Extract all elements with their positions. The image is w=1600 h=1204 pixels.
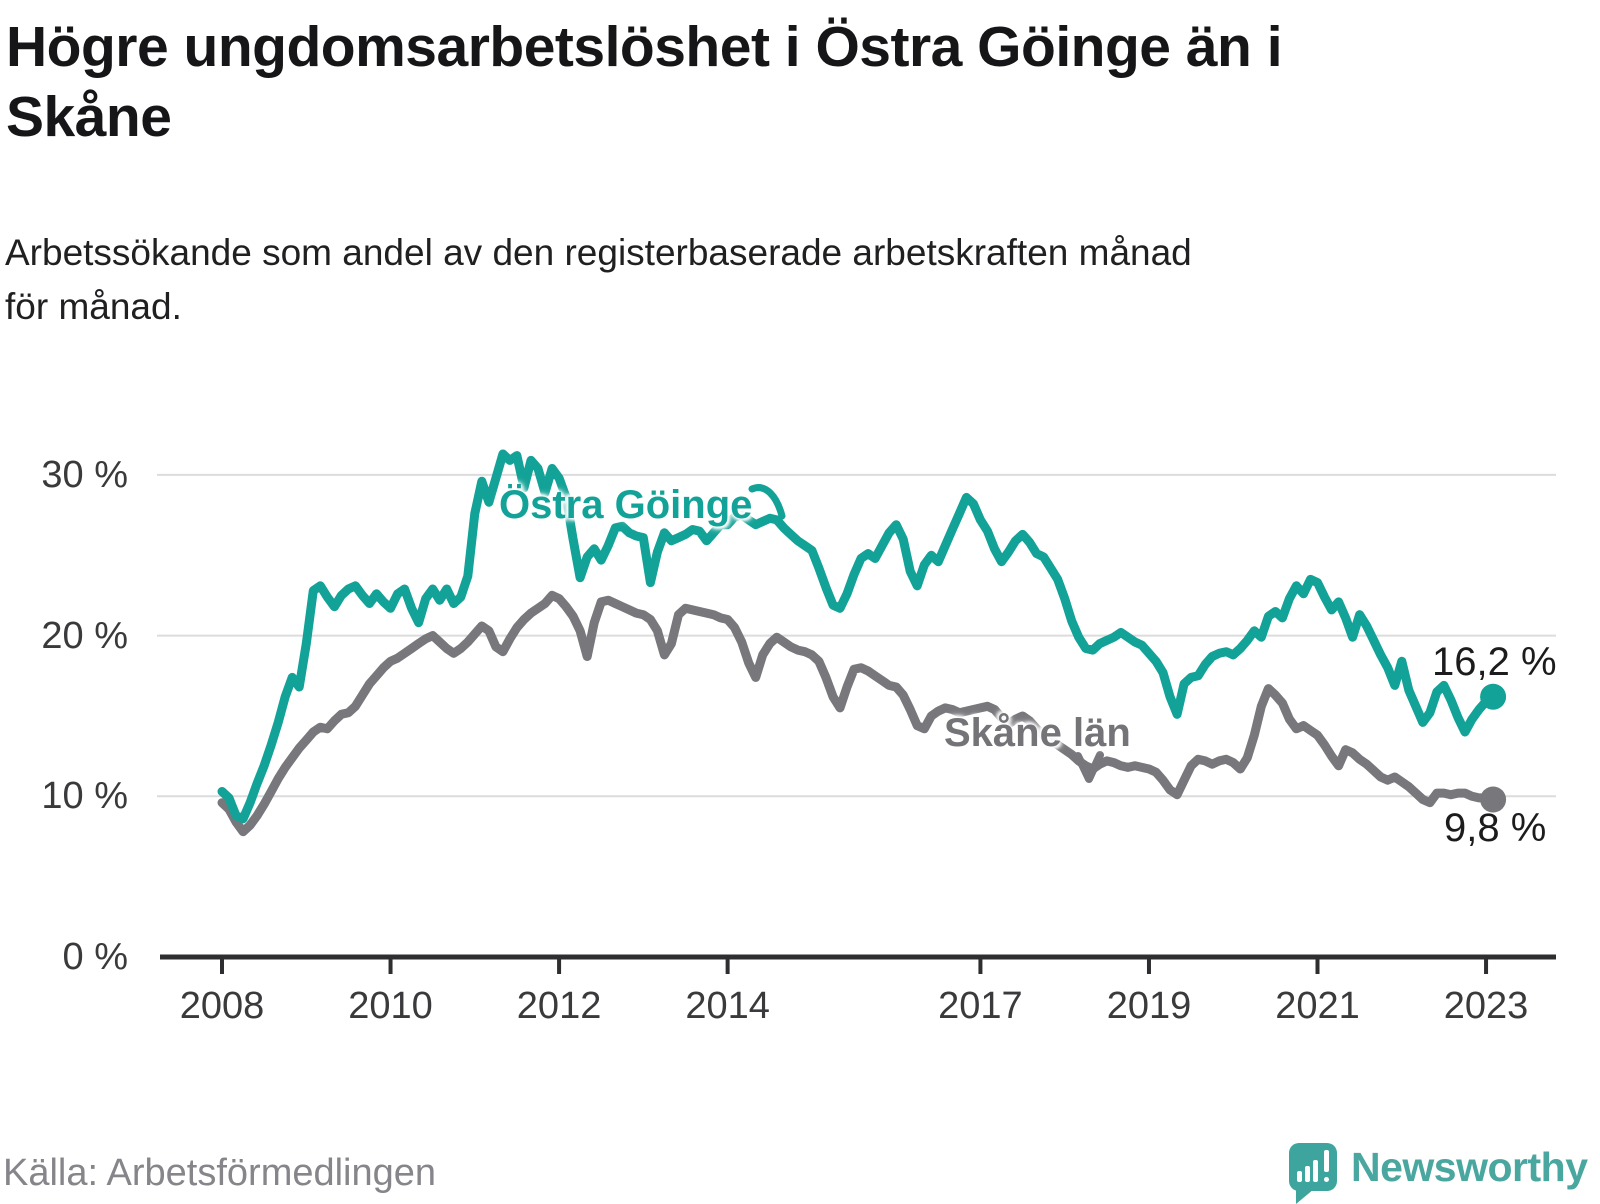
logo-speech-tail [1296, 1189, 1314, 1204]
x-axis-label: 2023 [1443, 985, 1529, 1027]
x-axis-label: 2019 [1106, 985, 1192, 1027]
x-axis-label: 2017 [938, 985, 1023, 1027]
newsworthy-wordmark: Newsworthy [1351, 1143, 1588, 1190]
logo-bar-icon [1297, 1171, 1302, 1182]
x-axis-label: 2008 [179, 985, 265, 1027]
newsworthy-logo: Newsworthy [1289, 1134, 1588, 1204]
y-axis-label: 10 % [41, 775, 128, 818]
end-value-ostra-goinge: 16,2 % [1432, 640, 1557, 684]
y-axis-label: 20 % [41, 614, 128, 657]
page-title: Högre ungdomsarbetslöshet i Östra Göinge… [6, 15, 1283, 149]
page-subtitle: Arbetssökande som andel av den registerb… [5, 232, 1192, 327]
logo-bar-icon [1313, 1160, 1318, 1182]
y-axis-label: 30 % [41, 453, 128, 496]
series-label-skane-lan: Skåne län [944, 711, 1131, 755]
x-axis-label: 2012 [516, 985, 602, 1027]
end-value-skane-lan: 9,8 % [1444, 806, 1547, 850]
y-axis-label: 0 % [62, 936, 128, 978]
source-caption: Källa: Arbetsförmedlingen [3, 1152, 437, 1194]
newsworthy-logo-icon [1289, 1143, 1337, 1204]
x-axis-label: 2021 [1275, 985, 1360, 1027]
x-axis-label: 2014 [685, 985, 770, 1027]
logo-exclamation-icon [1324, 1150, 1329, 1172]
logo-exclamation-dot-icon [1324, 1177, 1329, 1182]
series-label-ostra-goinge: Östra Göinge [499, 483, 753, 527]
logo-bar-icon [1305, 1166, 1310, 1182]
x-axis-label: 2010 [348, 985, 433, 1027]
